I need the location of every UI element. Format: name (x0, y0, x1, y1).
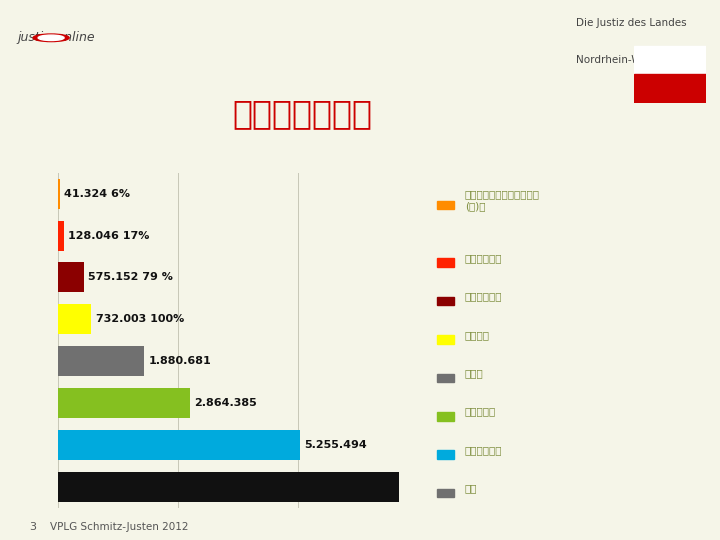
Text: 未經緩刑宣告之徒刑或少年
(体)刑: 未經緩刑宣告之徒刑或少年 (体)刑 (465, 189, 540, 212)
Text: 嫌疯人: 嫌疯人 (465, 368, 484, 378)
Bar (58, 471, 399, 502)
Text: 刑事訴讣之流程: 刑事訴讣之流程 (233, 97, 372, 130)
Bar (634, 74, 706, 103)
Bar (438, 374, 454, 382)
Bar (58, 262, 84, 293)
Bar (58, 179, 60, 209)
Text: 受判決人: 受判決人 (465, 330, 490, 340)
Text: 41.324 6%: 41.324 6% (64, 188, 130, 199)
Bar (438, 258, 454, 267)
Text: 破解的案件: 破解的案件 (465, 407, 496, 416)
Bar (58, 304, 91, 334)
Circle shape (38, 35, 64, 40)
Text: 1.880.681: 1.880.681 (149, 356, 212, 366)
Bar (58, 388, 190, 418)
Text: VPLG Schmitz-Justen 2012: VPLG Schmitz-Justen 2012 (50, 522, 189, 532)
Bar (438, 201, 454, 210)
Bar (58, 430, 300, 460)
Bar (438, 297, 454, 306)
Text: 2.864.385: 2.864.385 (194, 398, 257, 408)
Text: 3: 3 (29, 522, 36, 532)
Bar (634, 45, 706, 74)
Circle shape (33, 34, 69, 42)
Bar (438, 335, 454, 344)
Text: -online: -online (53, 31, 95, 44)
Bar (438, 450, 454, 459)
Text: 受有罪判決人: 受有罪判決人 (465, 292, 503, 301)
Text: Nordrhein-Westfalen: Nordrhein-Westfalen (576, 56, 683, 65)
Text: 128.046 17%: 128.046 17% (68, 231, 149, 241)
Bar (438, 412, 454, 421)
Text: 575.152 79 %: 575.152 79 % (89, 272, 174, 282)
Bar (438, 489, 454, 497)
Text: 5.255.494: 5.255.494 (305, 440, 367, 450)
Text: 732.003 100%: 732.003 100% (96, 314, 184, 325)
Bar (58, 220, 63, 251)
Text: 徒刑或少年刑: 徒刑或少年刑 (465, 253, 503, 263)
Text: 黑數: 黑數 (465, 483, 477, 494)
Text: justiz: justiz (18, 31, 50, 44)
Bar (58, 346, 145, 376)
Text: 所提起的刹案: 所提起的刹案 (465, 445, 503, 455)
Text: Die Justiz des Landes: Die Justiz des Landes (576, 18, 687, 28)
